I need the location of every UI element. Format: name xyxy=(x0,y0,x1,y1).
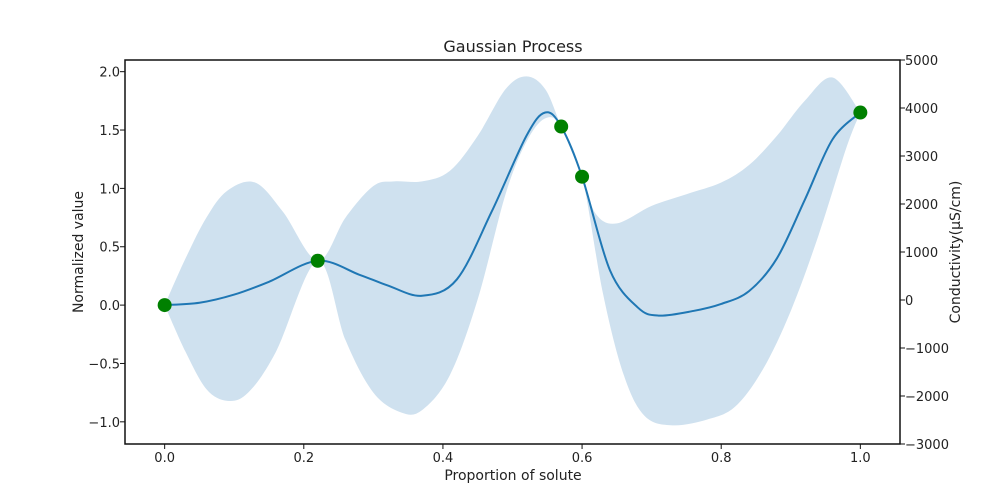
x-axis-label: Proportion of solute xyxy=(444,468,581,484)
y2-tick-label: 4000 xyxy=(905,102,938,117)
x-tick-label: 1.0 xyxy=(850,451,871,466)
y2-axis-label: Conductivity(µS/cm) xyxy=(948,181,964,324)
y-tick-label: 0.0 xyxy=(99,299,120,314)
confidence-band xyxy=(164,76,861,426)
observation-point xyxy=(310,253,325,268)
y2-tick-label: −2000 xyxy=(905,390,949,405)
chart-title: Gaussian Process xyxy=(443,37,582,56)
y2-tick-label: 5000 xyxy=(905,54,938,69)
y-tick-label: −0.5 xyxy=(88,357,120,372)
x-tick-label: 0.8 xyxy=(711,451,732,466)
x-tick-label: 0.4 xyxy=(433,451,454,466)
y2-tick-label: 1000 xyxy=(905,246,938,261)
observation-points-layer xyxy=(157,105,868,313)
y-axis-ticks: −1.0 −0.5 0.0 0.5 1.0 1.5 2.0 xyxy=(88,66,125,431)
x-tick-label: 0.2 xyxy=(293,451,314,466)
observation-point xyxy=(853,105,868,120)
y-tick-label: 1.5 xyxy=(99,124,120,139)
y2-tick-label: 0 xyxy=(905,294,913,309)
observation-point xyxy=(575,169,590,184)
observation-point xyxy=(157,298,172,313)
y-tick-label: 1.0 xyxy=(99,182,120,197)
y2-axis-ticks: −3000 −2000 −1000 0 1000 2000 3000 4000 5000 xyxy=(900,54,949,453)
y2-tick-label: 3000 xyxy=(905,150,938,165)
y-tick-label: 0.5 xyxy=(99,241,120,256)
confidence-band-layer xyxy=(164,76,861,426)
y-tick-label: −1.0 xyxy=(88,416,120,431)
y-tick-label: 2.0 xyxy=(99,66,120,81)
observation-point xyxy=(554,119,569,134)
x-axis-ticks: 0.0 0.2 0.4 0.6 0.8 1.0 xyxy=(154,444,871,466)
y2-tick-label: −3000 xyxy=(905,438,949,453)
y-axis-label: Normalized value xyxy=(71,191,87,313)
y2-tick-label: 2000 xyxy=(905,198,938,213)
y2-tick-label: −1000 xyxy=(905,342,949,357)
x-tick-label: 0.0 xyxy=(154,451,175,466)
x-tick-label: 0.6 xyxy=(572,451,593,466)
